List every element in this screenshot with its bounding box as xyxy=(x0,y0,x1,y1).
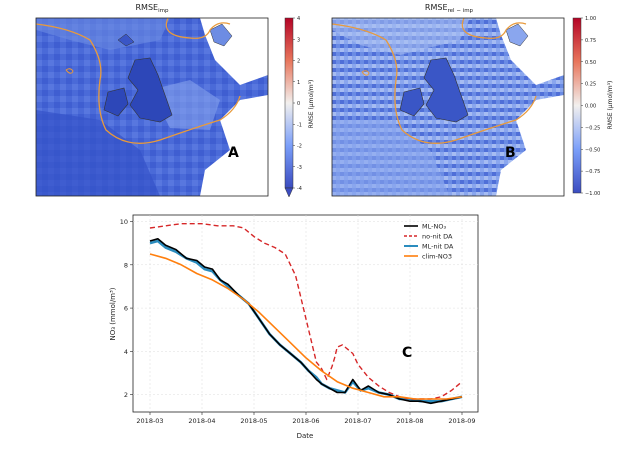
colorbar-a-tick-label: -3 xyxy=(297,165,302,171)
map-b-panel-label: B xyxy=(505,145,516,161)
y-tick-label: 10 xyxy=(120,218,128,226)
line-chart-c: 2018-03 2018-04 2018-05 2018-06 2018-07 2018-… xyxy=(109,214,479,440)
chart-plot-area xyxy=(132,214,479,413)
colorbar-b-tick-label: 0.50 xyxy=(585,60,596,66)
legend-label: clim-NO3 xyxy=(422,253,452,261)
colorbar-a-tick-label: -1 xyxy=(297,122,302,128)
map-b-land-europe xyxy=(496,95,564,196)
legend-label: no-nit DA xyxy=(422,233,453,241)
map-a-title: RMSEimp xyxy=(136,3,169,14)
x-tick-label: 2018-08 xyxy=(396,417,423,425)
chart-panel-label: C xyxy=(402,345,412,361)
colorbar-b-tick-label: 0.00 xyxy=(585,104,596,110)
map-b-title: RMSErel − imp xyxy=(425,3,474,14)
chart-legend: ML-NO₃ no-nit DA ML-nit DA clim-NO3 xyxy=(404,223,454,261)
legend-label: ML-nit DA xyxy=(422,243,454,251)
map-a-shelf-contour xyxy=(36,23,241,144)
colorbar-b-tick-label: −1.00 xyxy=(585,191,600,197)
map-b-field xyxy=(332,18,564,196)
map-b-shelf-contour xyxy=(332,23,537,144)
map-a-colorbar-label: RMSE (μmol/m³) xyxy=(308,80,315,129)
colorbar-b-tick-label: −0.25 xyxy=(585,125,600,131)
x-tick-label: 2018-03 xyxy=(136,417,163,425)
map-a-ireland xyxy=(103,87,129,117)
y-tick-label: 2 xyxy=(124,391,128,399)
x-tick-label: 2018-04 xyxy=(188,417,215,425)
colorbar-b-tick-label: 0.25 xyxy=(585,82,596,88)
colorbar-a-tick-label: 4 xyxy=(297,16,300,22)
map-a-colorbar: 4 3 2 1 0 -1 -2 -3 -4 RMSE (μmol/m³) xyxy=(284,16,315,198)
colorbar-a-tick-label: 2 xyxy=(297,59,300,65)
map-b-colorbar: 1.00 0.75 0.50 0.25 0.00 −0.25 −0.50 −0.75 −1.00… xyxy=(572,16,614,197)
series-line-clim-no3 xyxy=(149,253,463,400)
map-b-ireland xyxy=(399,87,425,117)
map-panel-b: RMSErel − imp B 1.00 0.75 0.50 0.25 0.00 −0.2… xyxy=(331,3,614,197)
map-b-colorbar-label: RMSE (μmol/m³) xyxy=(607,81,614,130)
colorbar-b-tick-label: 1.00 xyxy=(585,16,596,22)
map-a-land-europe xyxy=(200,95,268,196)
legend-label: ML-NO₃ xyxy=(422,223,446,231)
colorbar-b-tick-label: −0.50 xyxy=(585,147,600,153)
map-a-panel-label: A xyxy=(228,145,239,161)
colorbar-a-tick-label: 0 xyxy=(297,101,300,107)
map-b-great-britain xyxy=(423,57,469,123)
colorbar-a-tick-label: -2 xyxy=(297,144,302,150)
y-tick-label: 8 xyxy=(124,261,128,269)
x-tick-label: 2018-05 xyxy=(240,417,267,425)
colorbar-a-tick-label: 3 xyxy=(297,37,300,43)
x-tick-label: 2018-07 xyxy=(344,417,371,425)
colorbar-extend-arrow-icon xyxy=(284,187,294,198)
x-tick-label: 2018-09 xyxy=(448,417,475,425)
series-line-ml-no- xyxy=(149,238,463,405)
colorbar-a-tick-label: 1 xyxy=(297,80,300,86)
map-a-great-britain xyxy=(127,57,173,123)
chart-x-axis-label: Date xyxy=(297,432,314,440)
chart-y-axis-label: NO₃ (mmol/m³) xyxy=(109,287,117,340)
colorbar-b-tick-label: 0.75 xyxy=(585,38,596,44)
map-panel-a: RMSEimp A 4 3 2 1 0 -1 -2 -3 -4 RMSE (μmol/m³) xyxy=(35,3,315,198)
colorbar-a-tick-label: -4 xyxy=(297,186,302,192)
y-tick-label: 6 xyxy=(124,305,128,313)
map-a-field xyxy=(36,18,268,196)
y-tick-label: 4 xyxy=(124,348,128,356)
colorbar-b-tick-label: −0.75 xyxy=(585,169,600,175)
x-tick-label: 2018-06 xyxy=(292,417,319,425)
